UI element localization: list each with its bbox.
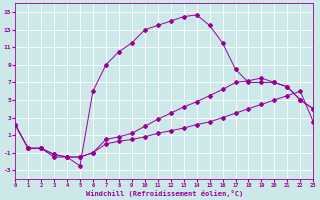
X-axis label: Windchill (Refroidissement éolien,°C): Windchill (Refroidissement éolien,°C) [85, 190, 243, 197]
